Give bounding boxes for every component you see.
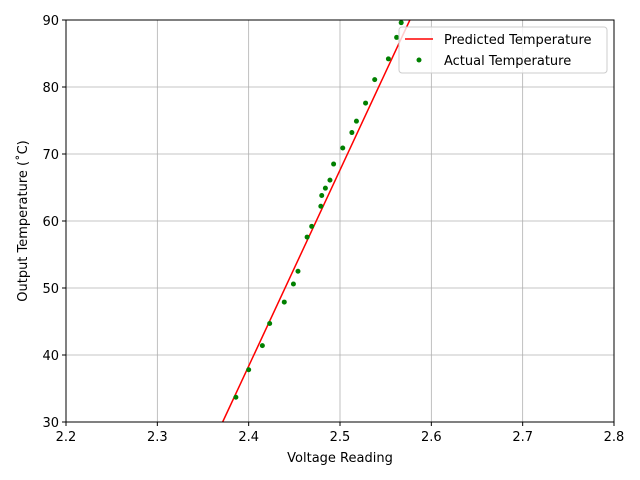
actual-temperature-point — [385, 56, 391, 62]
predicted-temperature-line — [221, 19, 411, 423]
x-tick-label: 2.7 — [512, 430, 533, 445]
actual-temperature-point — [295, 268, 301, 274]
y-tick-label: 80 — [42, 81, 59, 96]
legend-box — [398, 26, 608, 74]
legend-label-predicted: Predicted Temperature — [444, 33, 592, 48]
actual-temperature-point — [246, 367, 252, 373]
x-axis-label: Voltage Reading — [287, 451, 393, 466]
y-tick-label: 30 — [42, 416, 59, 431]
plot-area: 2.2 2.3 2.4 2.5 2.6 2.7 2.8 30 40 50 60 70 80 90 — [42, 14, 624, 445]
actual-temperature-point — [267, 321, 273, 327]
actual-temperature-point — [290, 281, 296, 287]
actual-temperature-points-layer — [233, 20, 404, 400]
actual-temperature-point — [394, 34, 400, 40]
actual-temperature-point — [309, 223, 315, 229]
legend-point-swatch — [416, 57, 422, 63]
actual-temperature-point — [340, 145, 346, 151]
actual-temperature-point — [319, 193, 325, 199]
actual-temperature-point — [349, 130, 355, 136]
y-tick-label: 90 — [42, 14, 59, 29]
actual-temperature-point — [304, 234, 310, 240]
actual-temperature-point — [398, 20, 404, 26]
y-tick-label: 40 — [42, 349, 59, 364]
actual-temperature-point — [331, 161, 337, 167]
x-tick-label: 2.6 — [421, 430, 442, 445]
y-tick-label: 50 — [42, 282, 59, 297]
predicted-temperature-line-layer — [221, 19, 411, 423]
y-tick-label: 70 — [42, 148, 59, 163]
actual-temperature-point — [372, 77, 378, 83]
actual-temperature-point — [353, 118, 359, 124]
y-axis-label: Output Temperature (˚C) — [15, 140, 31, 302]
actual-temperature-point — [322, 185, 328, 191]
x-tick-label: 2.8 — [604, 430, 625, 445]
x-tick-label: 2.2 — [56, 430, 77, 445]
actual-temperature-point — [281, 299, 287, 305]
x-tick-label: 2.5 — [330, 430, 351, 445]
y-axis-ticks: 30 40 50 60 70 80 90 — [42, 14, 66, 431]
actual-temperature-point — [327, 177, 333, 183]
y-tick-label: 60 — [42, 215, 59, 230]
x-tick-label: 2.4 — [238, 430, 259, 445]
legend-label-actual: Actual Temperature — [444, 54, 571, 69]
actual-temperature-point — [318, 203, 324, 209]
actual-temperature-point — [363, 100, 369, 106]
legend: Predicted Temperature Actual Temperature — [398, 26, 608, 74]
actual-temperature-point — [259, 343, 265, 349]
actual-temperature-point — [233, 394, 239, 400]
x-tick-label: 2.3 — [147, 430, 168, 445]
x-axis-ticks: 2.2 2.3 2.4 2.5 2.6 2.7 2.8 — [56, 422, 625, 445]
